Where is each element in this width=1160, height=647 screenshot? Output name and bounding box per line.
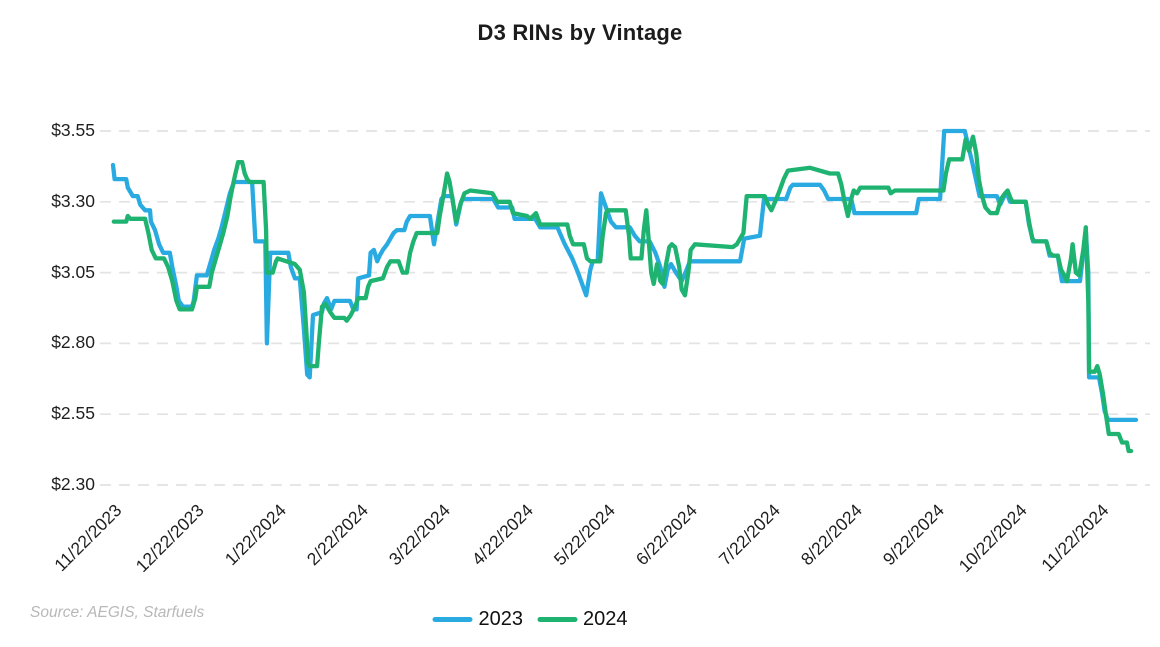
series-line-2024 <box>111 134 1134 454</box>
y-axis-label: $2.30 <box>51 474 95 494</box>
legend-line-swatch-2024 <box>537 617 577 622</box>
chart-title: D3 RINs by Vintage <box>477 20 683 45</box>
y-axis-label: $3.05 <box>51 261 95 282</box>
legend-label-2023: 2023 <box>478 608 524 630</box>
legend-line-swatch-2023 <box>432 617 473 622</box>
legend-item-2023: 2023 <box>432 608 524 631</box>
legend-label-2024: 2024 <box>583 608 628 630</box>
y-axis-label: $2.55 <box>51 403 95 424</box>
y-axis-label: $2.80 <box>51 332 95 353</box>
source-attribution: Source: AEGIS, Starfuels <box>30 604 205 621</box>
series-line-2023 <box>110 128 1139 423</box>
legend-item-2024: 2024 <box>537 608 628 631</box>
y-axis-label: $3.55 <box>51 120 95 140</box>
legend: 2023 2024 <box>432 608 628 631</box>
y-axis-label: $3.30 <box>51 190 95 211</box>
